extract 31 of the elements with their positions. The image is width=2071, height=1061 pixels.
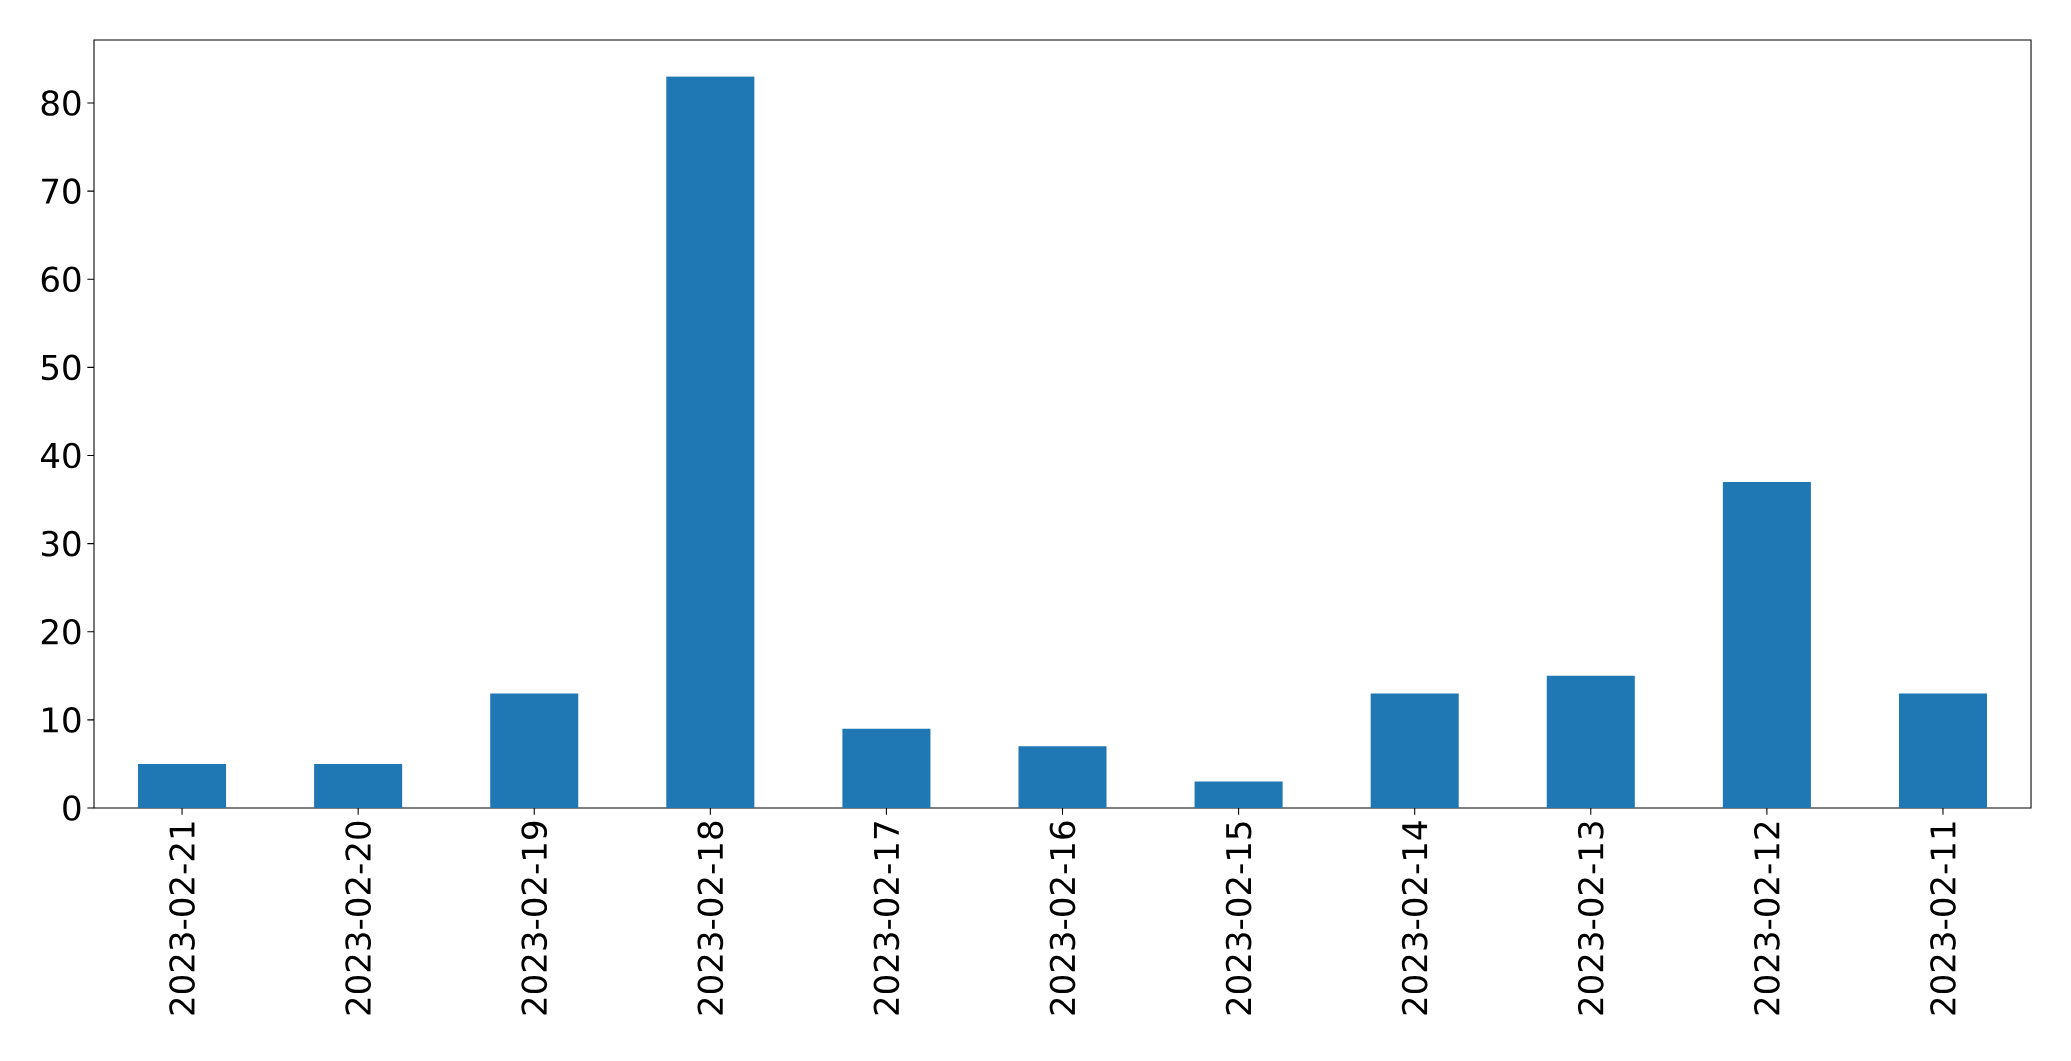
bar <box>1194 781 1283 808</box>
x-tick-label: 2023-02-16 <box>1049 821 1076 1015</box>
bar <box>138 763 227 808</box>
bar <box>1018 746 1107 808</box>
x-tick-label: 2023-02-15 <box>1225 822 1252 1015</box>
bar <box>666 76 755 808</box>
bar <box>1370 693 1459 808</box>
x-tick-label: 2023-02-19 <box>521 821 548 1015</box>
bar <box>1722 481 1811 808</box>
bar <box>490 693 579 808</box>
y-tick-label: 70 <box>42 178 81 204</box>
x-tick-label: 2023-02-20 <box>345 821 371 1015</box>
y-tick-label: 60 <box>41 266 81 293</box>
y-tick-label: 40 <box>41 442 81 469</box>
y-tick-label: 50 <box>41 354 81 381</box>
x-tick-label: 2023-02-18 <box>697 821 724 1015</box>
y-tick-label: 30 <box>41 530 81 557</box>
x-tick-label: 2023-02-12 <box>1754 822 1780 1015</box>
bar <box>1546 675 1635 808</box>
x-tick-label: 2023-02-14 <box>1401 821 1428 1015</box>
x-tick-label: 2023-02-17 <box>873 822 900 1015</box>
x-tick-label: 2023-02-21 <box>169 822 195 1015</box>
y-tick-label: 10 <box>43 707 81 733</box>
bar <box>842 728 931 808</box>
bar <box>1898 693 1987 808</box>
y-tick-label: 0 <box>63 795 81 821</box>
y-tick-label: 80 <box>41 90 81 116</box>
x-tick-label: 2023-02-11 <box>1930 822 1956 1015</box>
bar <box>314 763 403 808</box>
y-tick-label: 20 <box>41 618 81 645</box>
x-tick-label: 2023-02-13 <box>1577 822 1604 1015</box>
